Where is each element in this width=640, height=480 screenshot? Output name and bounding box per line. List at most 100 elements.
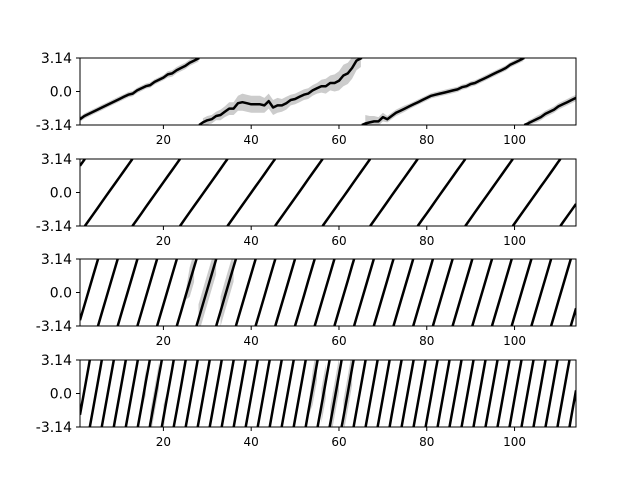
phase-line [160, 360, 175, 427]
phase-line [328, 360, 343, 427]
uncertainty-band [202, 58, 361, 125]
phase-line [364, 360, 379, 427]
phase-line [464, 159, 514, 226]
y-tick-label: 3.14 [41, 252, 72, 268]
x-tick-label: 100 [503, 435, 526, 449]
x-tick-label: 20 [156, 435, 171, 449]
phase-line [436, 360, 451, 427]
phase-line [155, 259, 179, 326]
phase-line [460, 360, 475, 427]
phase-line [392, 259, 415, 326]
phase-line [184, 360, 199, 427]
phase-line [136, 360, 152, 427]
phase-line [80, 58, 200, 121]
phase-line [116, 259, 139, 326]
phase-line [280, 360, 295, 427]
phase-line [136, 259, 159, 326]
phase-line [532, 360, 547, 427]
y-tick-label: -3.14 [36, 319, 72, 335]
y-tick-label: 0.0 [50, 85, 72, 101]
phase-line [80, 360, 92, 416]
phase-line [293, 259, 316, 326]
phase-line [88, 360, 104, 427]
phase-line [196, 360, 211, 427]
phase-line [556, 360, 571, 427]
phase-line [148, 360, 164, 427]
x-tick-label: 40 [244, 334, 259, 348]
phase-line [195, 259, 218, 326]
phase-line [234, 259, 257, 326]
plot-area [80, 259, 576, 326]
plot-area [80, 58, 576, 125]
phase-line [369, 159, 419, 226]
axes-frame [79, 158, 577, 227]
y-tick-label: -3.14 [36, 420, 72, 436]
phase-line [333, 259, 356, 326]
phase-line [490, 259, 513, 326]
phase-line [313, 259, 336, 326]
x-tick-label: 20 [156, 334, 171, 348]
panel-1: 3.14 0.0 -3.14 20 40 60 80 100 [36, 51, 577, 147]
phase-line [80, 259, 100, 321]
phase-line [292, 360, 307, 427]
phase-line [352, 259, 375, 326]
phase-line [530, 259, 553, 326]
phase-line [254, 259, 277, 326]
phase-line [431, 259, 454, 326]
uncertainty-band [365, 58, 524, 125]
phase-line [321, 159, 372, 226]
phase-line [112, 360, 128, 427]
phase-line [424, 360, 439, 427]
y-tick-label: -3.14 [36, 118, 72, 134]
x-tick-label: 40 [244, 133, 259, 147]
phase-line [100, 360, 116, 427]
phase-line [124, 360, 140, 427]
panel-4: 3.14 0.0 -3.14 20 40 60 80 100 [36, 353, 577, 449]
phase-line [376, 360, 391, 427]
phase-line [274, 259, 297, 326]
phase-line [523, 96, 576, 125]
phase-line [96, 259, 119, 326]
phase-line [304, 360, 319, 427]
x-tick-label: 60 [331, 234, 346, 248]
phase-line [244, 360, 259, 427]
phase-line [352, 360, 367, 427]
phase-line [484, 360, 499, 427]
y-tick-label: 0.0 [50, 286, 72, 302]
phase-line [400, 360, 415, 427]
phase-line [83, 159, 134, 226]
phase-line [256, 360, 271, 427]
phase-line [569, 307, 576, 326]
phase-line [520, 360, 535, 427]
phase-line [472, 360, 487, 427]
phase-line [448, 360, 463, 427]
phase-line [220, 360, 235, 427]
x-tick-label: 80 [419, 334, 434, 348]
y-tick-label: 0.0 [50, 186, 72, 202]
phase-line [316, 360, 331, 427]
x-tick-label: 20 [156, 234, 171, 248]
phase-line [508, 360, 523, 427]
phase-line [511, 159, 562, 226]
phase-line [178, 159, 229, 226]
phase-line [549, 259, 572, 326]
y-tick-label: -3.14 [36, 219, 72, 235]
phase-line [268, 360, 283, 427]
x-tick-label: 60 [331, 334, 346, 348]
y-tick-label: 3.14 [41, 152, 72, 168]
panel-3: 3.14 0.0 -3.14 20 40 60 80 100 [36, 252, 577, 348]
phase-line [451, 259, 474, 326]
phase-line [388, 360, 403, 427]
phase-line [175, 259, 198, 326]
phase-line [568, 390, 576, 427]
phase-line [496, 360, 511, 427]
phase-line [416, 159, 467, 226]
phase-line [198, 58, 363, 125]
phase-line [215, 259, 238, 326]
plot-area [80, 360, 576, 427]
phase-line [208, 360, 223, 427]
x-tick-label: 40 [244, 435, 259, 449]
x-tick-label: 80 [419, 435, 434, 449]
phase-line [559, 203, 576, 226]
